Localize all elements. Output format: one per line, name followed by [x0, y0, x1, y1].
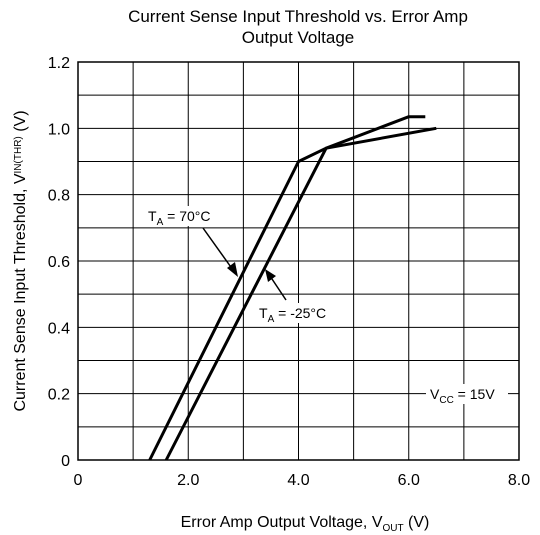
- y-axis-label-sub: IN(THR): [13, 136, 24, 173]
- series-line-1: [164, 126, 437, 461]
- svg-text:TA = -25°C: TA = -25°C: [259, 305, 326, 325]
- x-axis-label-main: Error Amp Output Voltage, V: [181, 514, 383, 531]
- x-tick-label: 4.0: [287, 472, 309, 489]
- series-layer: [148, 115, 437, 461]
- x-tick-label: 6.0: [398, 472, 420, 489]
- y-axis-label: Current Sense Input Threshold, VIN(THR) …: [12, 110, 29, 411]
- y-tick-label: 1.2: [48, 55, 70, 72]
- annot-70-arrow-line: [202, 227, 234, 271]
- annot-70-rest: = 70°C: [163, 208, 210, 224]
- annotation-vcc: VCC = 15V: [426, 384, 508, 406]
- x-axis-label-sub: OUT: [383, 523, 404, 534]
- annotation-ta-70: TA = 70°C: [146, 206, 238, 277]
- chart-title-line1: Current Sense Input Threshold vs. Error …: [128, 7, 468, 26]
- svg-text:VCC = 15V: VCC = 15V: [430, 386, 495, 406]
- annotation-ta-minus25: TA = -25°C: [256, 269, 342, 325]
- annot-25-main: T: [259, 305, 268, 321]
- x-axis-label: Error Amp Output Voltage, VOUT (V): [181, 514, 430, 534]
- svg-text:TA = 70°C: TA = 70°C: [148, 208, 210, 228]
- x-axis-label-unit: (V): [404, 514, 430, 531]
- annot-25-arrowhead: [265, 269, 276, 282]
- y-axis-label-unit: (V): [12, 110, 29, 136]
- annot-25-sub: A: [268, 314, 275, 325]
- tick-labels: 0 2.0 4.0 6.0 8.0 0 0.2 0.4 0.6 0.8 1.0 1.2: [48, 55, 530, 489]
- y-tick-label: 1.0: [48, 121, 70, 138]
- annot-70-sub: A: [157, 217, 164, 228]
- plot-frame: [77, 61, 520, 461]
- y-tick-label: 0: [61, 453, 70, 470]
- y-tick-label: 0.8: [48, 188, 70, 205]
- y-axis-label-main: Current Sense Input Threshold, V: [12, 173, 29, 411]
- annot-vcc-sub: CC: [439, 395, 453, 406]
- y-tick-label: 0.4: [48, 320, 70, 337]
- annot-70-arrowhead: [227, 262, 238, 277]
- annot-vcc-rest: = 15V: [454, 386, 496, 402]
- x-tick-label: 8.0: [508, 472, 530, 489]
- grid: [78, 62, 519, 460]
- annot-70-main: T: [148, 208, 157, 224]
- x-tick-label: 0: [74, 472, 83, 489]
- annot-25-rest: = -25°C: [274, 305, 326, 321]
- annot-vcc-main: V: [430, 386, 440, 402]
- chart-title-line2: Output Voltage: [242, 28, 354, 47]
- y-tick-label: 0.6: [48, 254, 70, 271]
- y-tick-label: 0.2: [48, 387, 70, 404]
- x-tick-label: 2.0: [177, 472, 199, 489]
- annot-25-arrow-line: [269, 275, 287, 301]
